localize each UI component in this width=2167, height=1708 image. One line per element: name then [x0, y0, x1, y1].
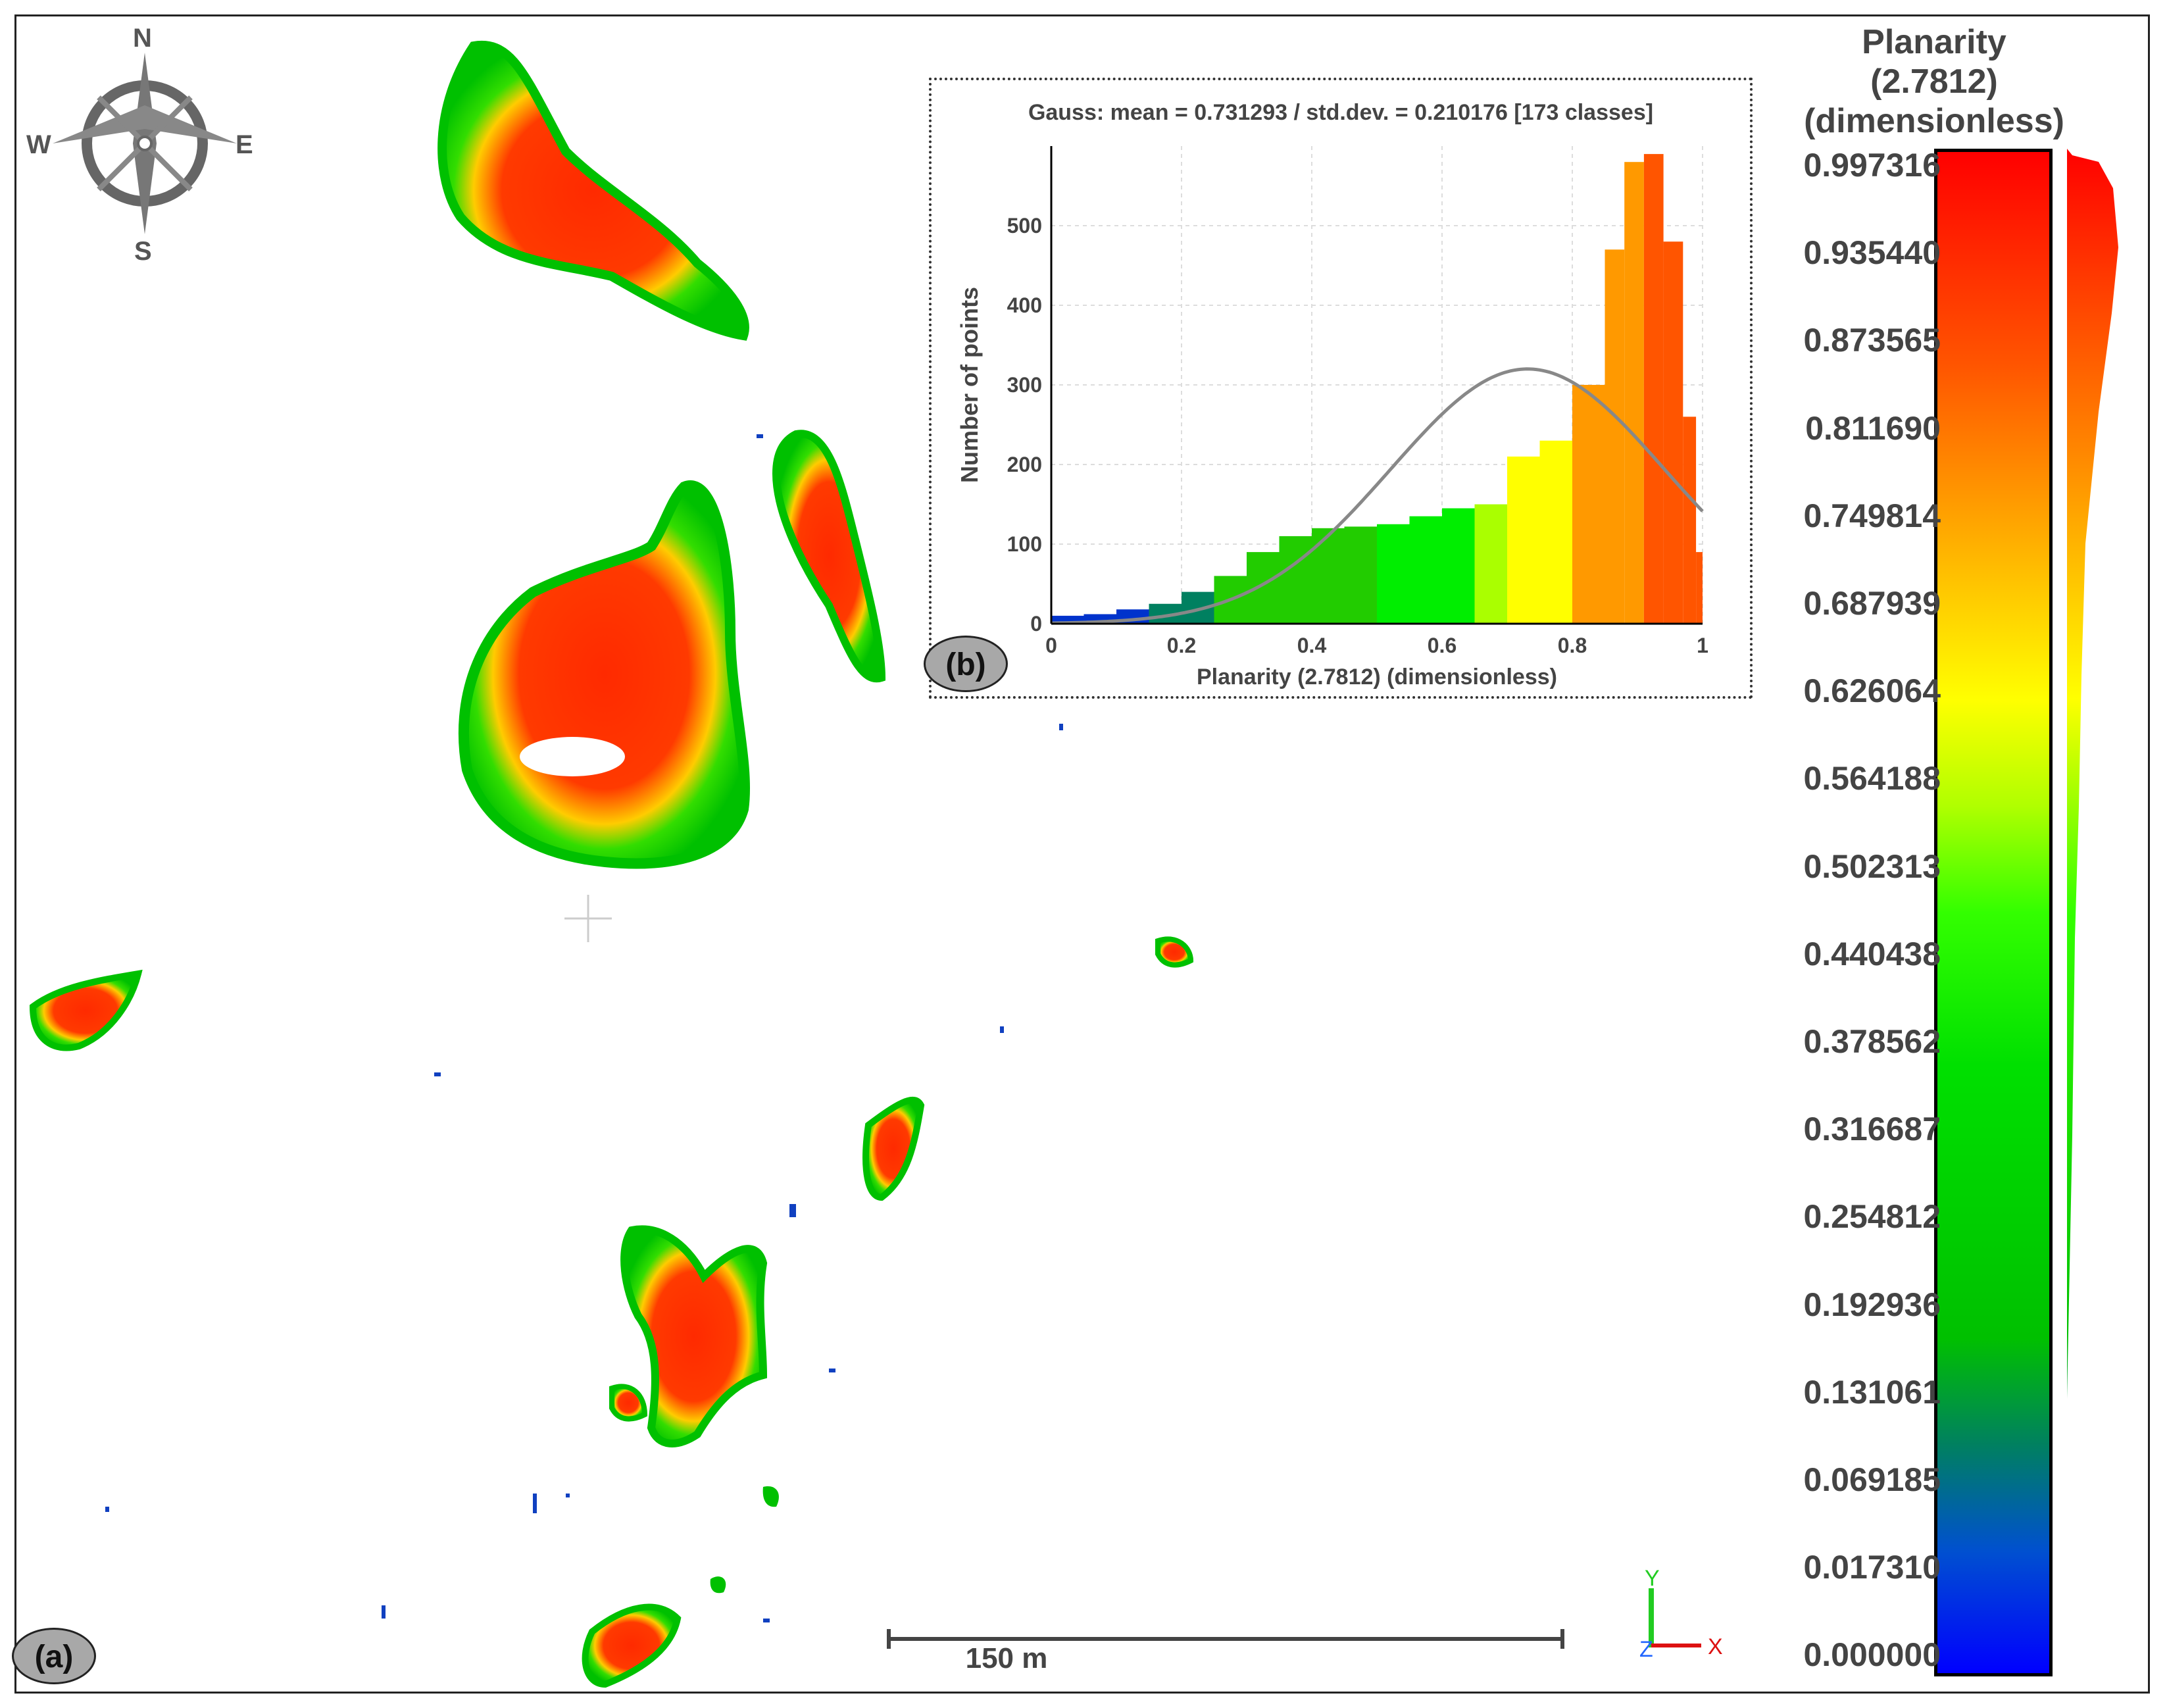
compass-south-label: S [134, 237, 152, 266]
histogram-bar [1344, 526, 1377, 624]
color-scale-tick-label: 0.192936 [1803, 1286, 1941, 1323]
scale-bar [887, 1629, 1564, 1649]
compass-west-label: W [26, 130, 51, 159]
x-tick-label: 0.4 [1297, 634, 1327, 657]
histogram-bar [1663, 241, 1683, 624]
histogram-bar [1539, 440, 1572, 624]
panel-b-badge: (b) [924, 636, 1008, 692]
histogram-bar [1605, 249, 1625, 624]
color-scale-tick-label: 0.873565 [1803, 322, 1941, 359]
y-tick-label: 0 [1030, 612, 1042, 636]
histogram-bar [1643, 154, 1664, 624]
y-tick-label: 200 [1007, 453, 1042, 476]
histogram-chart: 0 0.2 0.4 0.6 0.8 1 0 100 200 300 400 500 Planarity … [956, 146, 1708, 690]
color-scale-tick-label: 0.069185 [1803, 1461, 1941, 1498]
color-scale-tick-label: 0.440438 [1803, 935, 1941, 972]
color-scale-tick-label: 0.935440 [1803, 234, 1941, 272]
color-scale-title-line3: (dimensionless) [1804, 102, 2064, 140]
color-scale-tick-label: 0.254812 [1803, 1198, 1941, 1236]
color-scale-tick-label: 0.997316 [1803, 147, 1941, 184]
y-axis-label: Number of points [956, 287, 983, 483]
histogram-panel: Gauss: mean = 0.731293 / std.dev. = 0.21… [929, 78, 1753, 699]
y-tick-label: 100 [1007, 532, 1042, 556]
axes-gizmo: Y Z X [1631, 1566, 1743, 1671]
color-scale-tick-label: 0.316687 [1803, 1111, 1941, 1148]
compass-east-label: E [236, 130, 253, 159]
histogram-bar [1474, 504, 1507, 624]
color-scale-histogram [2067, 149, 2118, 1676]
color-scale-bar [1934, 149, 2053, 1676]
color-scale-tick-label: 0.749814 [1803, 497, 1941, 534]
histogram-bar [1572, 385, 1605, 624]
color-scale-tick-label: 0.502313 [1803, 847, 1941, 885]
y-tick-label: 400 [1007, 293, 1042, 317]
color-scale-tick-label: 0.811690 [1805, 409, 1941, 447]
island-east-narrow [772, 430, 886, 683]
histogram-title: Gauss: mean = 0.731293 / std.dev. = 0.21… [1028, 100, 1654, 125]
island-south-cluster [582, 936, 1194, 1688]
color-scale-tick-label: 0.687939 [1803, 585, 1941, 622]
histogram-bar [1247, 552, 1280, 624]
histogram-bar [1377, 524, 1410, 624]
panel-a-badge: (a) [12, 1628, 96, 1684]
histogram-bar [1312, 528, 1345, 624]
compass-rose-icon [53, 53, 237, 234]
color-scale-title-line2: (2.7812) [1870, 63, 1998, 101]
x-tick-label: 0 [1045, 634, 1057, 657]
island-west-small [29, 969, 143, 1051]
axis-z-label: Z [1639, 1637, 1653, 1662]
x-tick-label: 0.2 [1167, 634, 1196, 657]
color-scale-tick-label: 0.017310 [1803, 1549, 1941, 1586]
gaussian-fit-curve [1051, 367, 1704, 625]
x-tick-label: 0.8 [1558, 634, 1587, 657]
axis-x-label: X [1708, 1634, 1723, 1659]
compass-north-label: N [133, 24, 152, 53]
histogram-bar [1279, 536, 1312, 624]
axis-y-label: Y [1645, 1566, 1660, 1591]
scatter-points [105, 434, 1063, 1622]
color-scale-tick-label: 0.564188 [1803, 760, 1941, 797]
color-scale-tick-label: 0.378562 [1803, 1023, 1941, 1060]
compass-rose: N S E W [26, 24, 253, 266]
color-scale-title-line1: Planarity [1862, 23, 2006, 61]
island-big-round [458, 480, 750, 869]
histogram-bar [1409, 516, 1442, 624]
center-crosshair [564, 895, 612, 942]
map-frame [14, 14, 2150, 1694]
scale-bar-label: 150 m [965, 1642, 1048, 1674]
color-scale-tick-label: 0.626064 [1803, 672, 1941, 710]
y-tick-label: 300 [1007, 373, 1042, 397]
color-scale-tick-label: 0.131061 [1803, 1373, 1941, 1411]
histogram-bar [1507, 456, 1540, 624]
x-axis-label: Planarity (2.7812) (dimensionless) [1197, 665, 1557, 690]
y-tick-label: 500 [1007, 214, 1042, 238]
x-tick-label: 0.6 [1428, 634, 1457, 657]
histogram-bar [1624, 162, 1644, 624]
island-north [437, 40, 749, 341]
histogram-bar [1683, 416, 1697, 624]
color-scale-tick-label: 0.000000 [1803, 1636, 1941, 1674]
histogram-bar [1442, 508, 1475, 624]
x-tick-label: 1 [1697, 634, 1708, 657]
histogram-bar [1696, 552, 1703, 624]
